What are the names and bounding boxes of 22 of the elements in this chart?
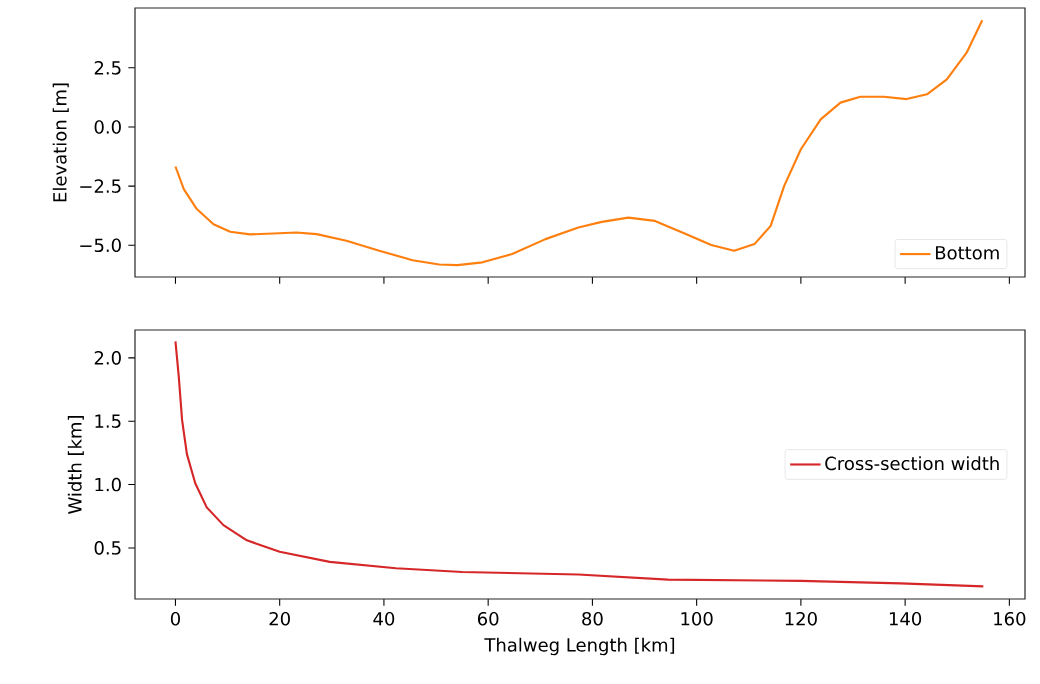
y-tick-label: −5.0 [80, 238, 121, 253]
y-axis-title: Elevation [m] [52, 83, 69, 202]
y-tick-label: 1.5 [95, 414, 121, 428]
x-tick-label: 140 [889, 611, 922, 626]
y-tick-label: 2.5 [94, 61, 121, 75]
x-tick-label: 160 [994, 611, 1026, 626]
legend-label: Bottom [936, 246, 999, 260]
x-tick-label: 120 [785, 611, 817, 626]
x-tick-label: 0 [170, 611, 180, 626]
x-tick-label: 20 [269, 611, 290, 626]
y-tick-label: 1.0 [95, 477, 121, 492]
y-tick-label: 0.5 [94, 541, 121, 555]
y-tick-label: 0.0 [94, 120, 121, 134]
x-tick-label: 100 [681, 611, 713, 626]
x-axis-title: Thalweg Length [km] [484, 637, 675, 656]
y-tick-label: 2.0 [94, 351, 121, 365]
x-tick-label: 80 [582, 611, 603, 626]
y-axis-title: Width [km] [67, 416, 84, 514]
legend-label: Cross-section width [825, 456, 999, 471]
x-tick-label: 40 [373, 611, 395, 626]
x-tick-label: 60 [477, 611, 499, 626]
y-tick-label: −2.5 [80, 179, 121, 193]
